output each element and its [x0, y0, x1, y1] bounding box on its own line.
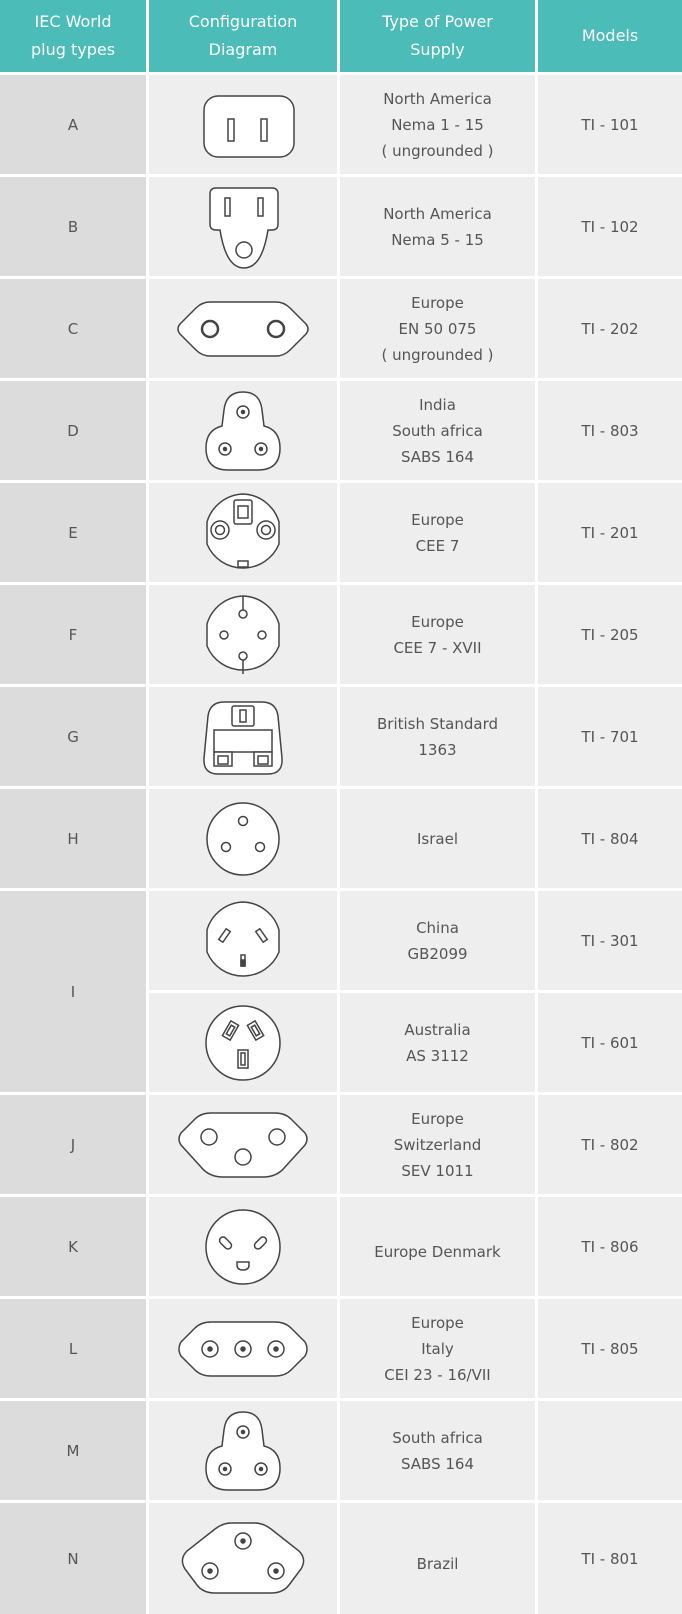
- header-power-supply: Type of Power Supply: [340, 0, 535, 72]
- model-cell-n: TI - 801: [538, 1503, 682, 1614]
- plug-type-c-icon: [177, 300, 309, 357]
- row-label-j: J: [0, 1095, 146, 1194]
- row-label-d: D: [0, 381, 146, 480]
- plug-type-l-icon: [178, 1320, 308, 1377]
- supply-cell-i-china: China GB2099: [340, 891, 535, 990]
- plug-type-i-australia-icon: [205, 1004, 281, 1081]
- supply-cell-e: Europe CEE 7: [340, 483, 535, 582]
- model-cell-j: TI - 802: [538, 1095, 682, 1194]
- plug-type-n-icon: [181, 1521, 305, 1594]
- plug-type-d-icon: [205, 390, 281, 471]
- plug-type-m-icon: [205, 1410, 281, 1491]
- diagram-cell-a: [149, 75, 337, 174]
- plug-type-e-icon: [206, 492, 280, 569]
- diagram-cell-k: [149, 1197, 337, 1296]
- diagram-cell-i-china: [149, 891, 337, 990]
- supply-cell-b: North America Nema 5 - 15: [340, 177, 535, 276]
- model-cell-k: TI - 806: [538, 1197, 682, 1296]
- plug-type-k-icon: [205, 1208, 281, 1285]
- model-cell-d: TI - 803: [538, 381, 682, 480]
- row-label-g: G: [0, 687, 146, 786]
- row-label-b: B: [0, 177, 146, 276]
- row-label-c: C: [0, 279, 146, 378]
- header-models: Models: [538, 0, 682, 72]
- plug-type-g-icon: [203, 700, 283, 775]
- supply-cell-j: Europe Switzerland SEV 1011: [340, 1095, 535, 1194]
- supply-cell-m: South africa SABS 164: [340, 1401, 535, 1500]
- model-cell-f: TI - 205: [538, 585, 682, 684]
- model-cell-a: TI - 101: [538, 75, 682, 174]
- plug-type-f-icon: [206, 594, 280, 674]
- plug-type-j-icon: [178, 1111, 308, 1178]
- diagram-cell-h: [149, 789, 337, 888]
- model-cell-i-china: TI - 301: [538, 891, 682, 990]
- row-label-f: F: [0, 585, 146, 684]
- header-plug-types: IEC World plug types: [0, 0, 146, 72]
- model-cell-h: TI - 804: [538, 789, 682, 888]
- plug-type-a-icon: [203, 94, 295, 158]
- diagram-cell-i-australia: [149, 993, 337, 1092]
- supply-cell-a: North America Nema 1 - 15 ( ungrounded ): [340, 75, 535, 174]
- supply-cell-n: Brazil: [340, 1503, 535, 1614]
- row-label-i: I: [0, 891, 146, 1092]
- model-cell-m: [538, 1401, 682, 1500]
- row-label-m: M: [0, 1401, 146, 1500]
- supply-cell-c: Europe EN 50 075 ( ungrounded ): [340, 279, 535, 378]
- plug-type-b-icon: [209, 186, 279, 269]
- diagram-cell-b: [149, 177, 337, 276]
- diagram-cell-m: [149, 1401, 337, 1500]
- diagram-cell-n: [149, 1503, 337, 1614]
- model-cell-e: TI - 201: [538, 483, 682, 582]
- row-label-n: N: [0, 1503, 146, 1614]
- row-label-a: A: [0, 75, 146, 174]
- diagram-cell-g: [149, 687, 337, 786]
- diagram-cell-c: [149, 279, 337, 378]
- model-cell-l: TI - 805: [538, 1299, 682, 1398]
- model-cell-c: TI - 202: [538, 279, 682, 378]
- plug-type-i-china-icon: [206, 900, 280, 977]
- row-label-l: L: [0, 1299, 146, 1398]
- model-cell-g: TI - 701: [538, 687, 682, 786]
- supply-cell-h: Israel: [340, 789, 535, 888]
- model-cell-b: TI - 102: [538, 177, 682, 276]
- header-configuration-diagram: Configuration Diagram: [149, 0, 337, 72]
- diagram-cell-e: [149, 483, 337, 582]
- diagram-cell-j: [149, 1095, 337, 1194]
- plug-type-h-icon: [206, 801, 280, 876]
- supply-cell-k: Europe Denmark: [340, 1197, 535, 1296]
- diagram-cell-d: [149, 381, 337, 480]
- supply-cell-d: India South africa SABS 164: [340, 381, 535, 480]
- row-label-e: E: [0, 483, 146, 582]
- row-label-k: K: [0, 1197, 146, 1296]
- model-cell-i-australia: TI - 601: [538, 993, 682, 1092]
- row-label-h: H: [0, 789, 146, 888]
- diagram-cell-f: [149, 585, 337, 684]
- diagram-cell-l: [149, 1299, 337, 1398]
- supply-cell-g: British Standard 1363: [340, 687, 535, 786]
- supply-cell-i-australia: Australia AS 3112: [340, 993, 535, 1092]
- supply-cell-l: Europe Italy CEI 23 - 16/VII: [340, 1299, 535, 1398]
- supply-cell-f: Europe CEE 7 - XVII: [340, 585, 535, 684]
